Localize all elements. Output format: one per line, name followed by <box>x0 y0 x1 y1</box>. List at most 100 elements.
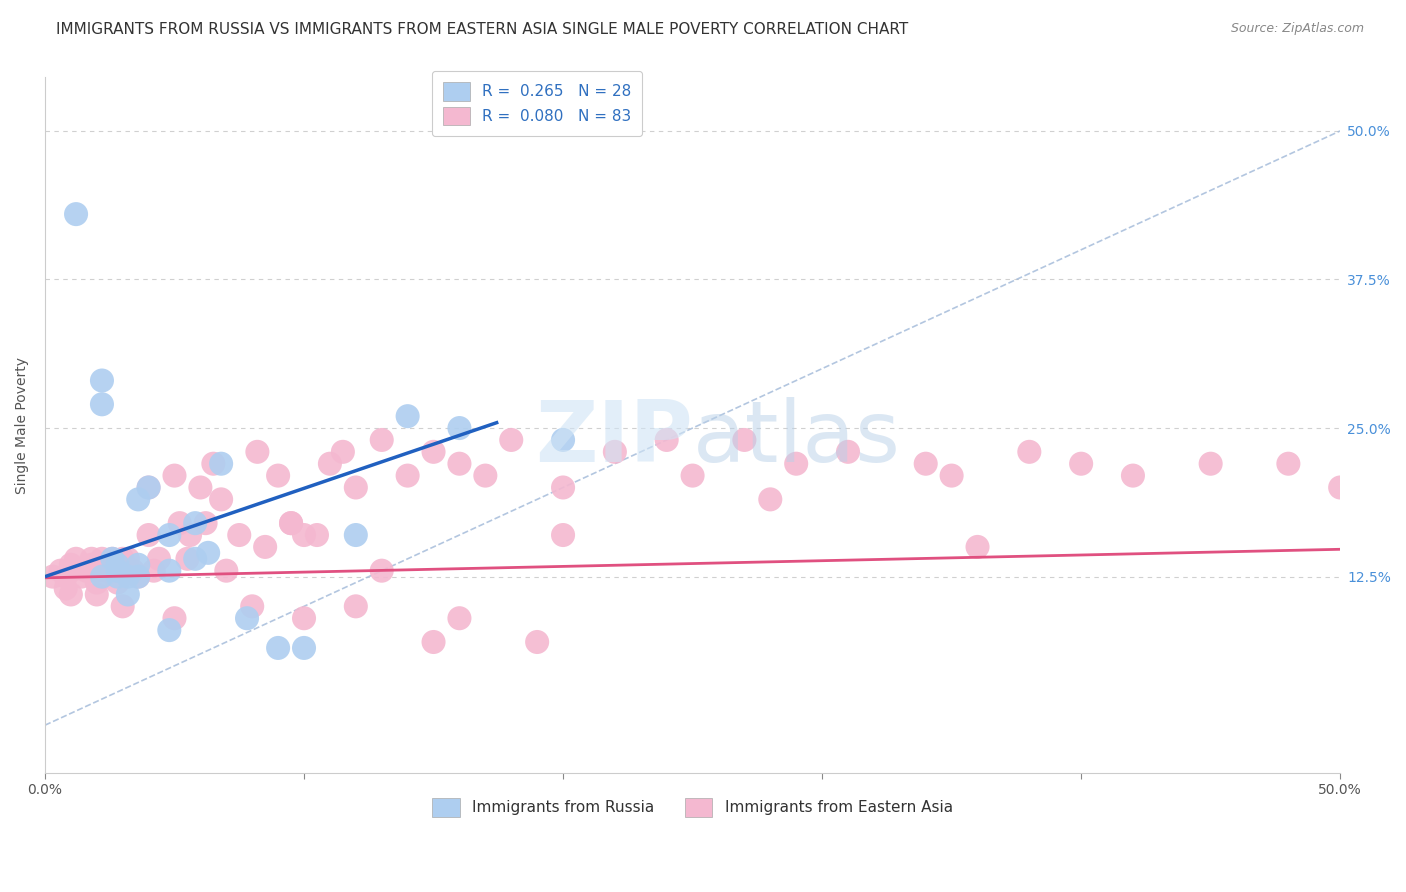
Point <box>163 611 186 625</box>
Point <box>59 564 82 578</box>
Point <box>127 492 149 507</box>
Point <box>142 564 165 578</box>
Point <box>101 551 124 566</box>
Point <box>107 564 129 578</box>
Point <box>941 468 963 483</box>
Point <box>197 546 219 560</box>
Point <box>332 445 354 459</box>
Point <box>107 575 129 590</box>
Point <box>292 611 315 625</box>
Point <box>280 516 302 530</box>
Text: IMMIGRANTS FROM RUSSIA VS IMMIGRANTS FROM EASTERN ASIA SINGLE MALE POVERTY CORRE: IMMIGRANTS FROM RUSSIA VS IMMIGRANTS FRO… <box>56 22 908 37</box>
Point <box>280 516 302 530</box>
Point <box>837 445 859 459</box>
Point <box>184 551 207 566</box>
Point <box>127 558 149 572</box>
Point <box>246 445 269 459</box>
Point <box>267 468 290 483</box>
Point <box>1122 468 1144 483</box>
Point <box>396 409 419 424</box>
Point <box>111 599 134 614</box>
Point <box>117 587 139 601</box>
Point <box>449 421 471 435</box>
Text: atlas: atlas <box>693 398 901 481</box>
Point <box>1329 481 1351 495</box>
Point <box>449 457 471 471</box>
Point <box>184 516 207 530</box>
Point <box>914 457 936 471</box>
Point <box>111 564 134 578</box>
Point <box>157 623 180 637</box>
Point <box>526 635 548 649</box>
Point <box>551 481 574 495</box>
Point <box>422 445 444 459</box>
Point <box>209 457 232 471</box>
Point <box>228 528 250 542</box>
Point <box>603 445 626 459</box>
Point <box>344 528 367 542</box>
Point <box>55 582 77 596</box>
Point <box>80 551 103 566</box>
Point <box>292 528 315 542</box>
Point <box>91 374 114 388</box>
Point <box>176 551 198 566</box>
Point <box>292 640 315 655</box>
Point <box>202 457 225 471</box>
Point <box>344 599 367 614</box>
Point <box>107 564 129 578</box>
Point <box>240 599 263 614</box>
Point <box>551 528 574 542</box>
Point <box>215 564 238 578</box>
Point <box>117 551 139 566</box>
Point <box>138 528 160 542</box>
Text: Source: ZipAtlas.com: Source: ZipAtlas.com <box>1230 22 1364 36</box>
Point <box>96 564 118 578</box>
Point <box>169 516 191 530</box>
Point <box>682 468 704 483</box>
Point <box>267 640 290 655</box>
Point <box>91 569 114 583</box>
Point <box>1199 457 1222 471</box>
Point <box>86 587 108 601</box>
Point <box>157 564 180 578</box>
Point <box>65 551 87 566</box>
Point <box>65 207 87 221</box>
Point <box>59 558 82 572</box>
Point <box>305 528 328 542</box>
Point <box>209 492 232 507</box>
Point <box>163 468 186 483</box>
Point <box>179 528 201 542</box>
Point <box>55 569 77 583</box>
Point <box>70 569 93 583</box>
Point <box>449 611 471 625</box>
Point <box>422 635 444 649</box>
Point <box>236 611 259 625</box>
Point <box>344 481 367 495</box>
Point <box>370 433 392 447</box>
Point <box>59 587 82 601</box>
Point <box>107 558 129 572</box>
Point <box>190 481 212 495</box>
Point <box>655 433 678 447</box>
Point <box>49 564 72 578</box>
Point <box>551 433 574 447</box>
Point <box>117 569 139 583</box>
Point <box>138 481 160 495</box>
Point <box>111 551 134 566</box>
Point <box>966 540 988 554</box>
Point <box>107 569 129 583</box>
Point <box>127 569 149 583</box>
Text: ZIP: ZIP <box>534 398 693 481</box>
Point <box>501 433 523 447</box>
Point <box>86 564 108 578</box>
Point <box>101 551 124 566</box>
Point <box>254 540 277 554</box>
Point <box>157 528 180 542</box>
Legend: Immigrants from Russia, Immigrants from Eastern Asia: Immigrants from Russia, Immigrants from … <box>425 790 960 824</box>
Point <box>474 468 496 483</box>
Point <box>785 457 807 471</box>
Y-axis label: Single Male Poverty: Single Male Poverty <box>15 357 30 493</box>
Point <box>80 558 103 572</box>
Point <box>122 564 145 578</box>
Point <box>1018 445 1040 459</box>
